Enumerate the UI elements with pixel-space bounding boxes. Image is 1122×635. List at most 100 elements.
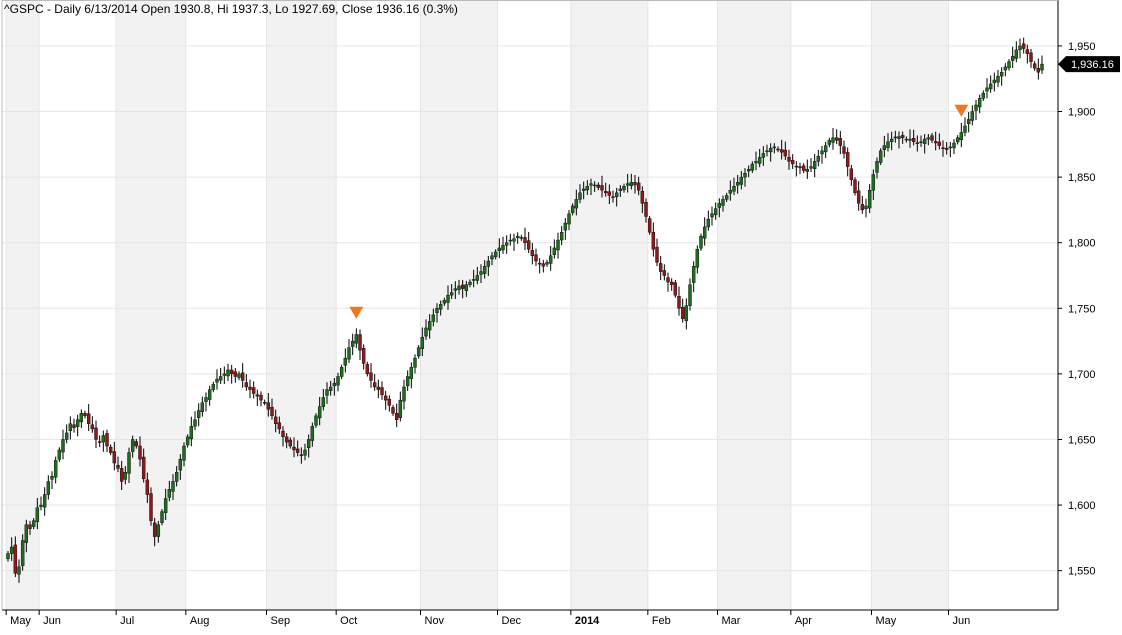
month-band [6, 0, 40, 610]
candle-body [207, 389, 212, 400]
candle-body [204, 397, 208, 402]
candle-body [152, 522, 157, 537]
last-price-tag [1058, 56, 1120, 73]
candle-body [977, 98, 982, 108]
candle-body [449, 292, 454, 296]
candle-body [1029, 52, 1033, 62]
candle-body [523, 237, 527, 243]
candle-body [149, 493, 153, 521]
candle-body [823, 145, 828, 153]
candle-body [193, 419, 197, 427]
candle-body [794, 165, 799, 168]
candle-body [383, 395, 388, 401]
x-tick-label: Dec [502, 615, 522, 627]
candle-body [688, 284, 692, 306]
candle-body [636, 182, 641, 191]
candle-body [284, 436, 289, 443]
chart-title: ^GSPC - Daily 6/13/2014 Open 1930.8, Hi … [4, 2, 458, 16]
candle-body [306, 439, 311, 449]
candle-body [882, 145, 887, 151]
candle-body [757, 157, 762, 164]
candle-body [574, 199, 579, 209]
candle-body [651, 231, 656, 250]
candle-body [570, 205, 575, 213]
candle-body [761, 153, 766, 158]
candle-body [625, 183, 630, 186]
candle-body [801, 165, 806, 171]
candle-body [919, 141, 923, 143]
candle-body [717, 203, 722, 208]
candle-body [878, 150, 883, 163]
y-tick-label: 1,600 [1068, 500, 1096, 512]
candle-body [354, 334, 359, 344]
candle-body [897, 136, 901, 139]
y-tick-label: 1,700 [1068, 369, 1096, 381]
candle-body [185, 436, 190, 446]
candle-body [772, 146, 777, 149]
candle-body [1010, 56, 1015, 61]
month-band [266, 0, 337, 610]
candle-body [20, 540, 25, 566]
candle-body [174, 472, 179, 482]
candle-body [182, 445, 186, 461]
candle-body [713, 208, 718, 216]
candle-body [680, 307, 685, 319]
candle-body [662, 270, 667, 276]
candle-body [959, 132, 964, 141]
candle-body [915, 142, 920, 144]
candle-body [35, 507, 40, 523]
candle-body [985, 87, 989, 92]
candle-body [831, 137, 835, 143]
candle-body [394, 413, 399, 420]
candle-body [310, 426, 315, 441]
candle-body [941, 147, 945, 149]
candle-body [376, 386, 381, 390]
candle-body [856, 190, 861, 204]
candle-body [130, 439, 135, 452]
candle-body [141, 456, 146, 480]
candle-body [629, 182, 634, 186]
candle-body [292, 446, 296, 451]
candle-body [867, 190, 872, 209]
candle-body [827, 140, 832, 145]
candle-body [358, 334, 362, 351]
candle-body [926, 137, 931, 140]
y-tick-label: 1,800 [1068, 238, 1096, 250]
candle-body [567, 213, 571, 225]
candle-body [460, 284, 465, 289]
candle-body [160, 511, 164, 523]
candle-body [673, 282, 678, 296]
candle-body [457, 285, 461, 290]
x-tick-label: Mar [722, 615, 741, 627]
candle-body [710, 213, 714, 218]
x-tick-label: Feb [652, 615, 671, 627]
candle-body [849, 168, 854, 180]
candle-body [537, 262, 542, 265]
candle-body [339, 367, 344, 377]
candle-body [497, 247, 502, 252]
candle-body [754, 161, 758, 164]
candle-body [42, 494, 47, 508]
x-tick-label: Sep [271, 615, 291, 627]
candle-body [317, 406, 322, 419]
candle-body [325, 389, 329, 396]
candle-body [493, 251, 498, 258]
x-tick-label: Apr [795, 615, 812, 627]
candle-body [178, 458, 183, 471]
candle-body [17, 566, 21, 575]
candle-body [288, 439, 293, 447]
candle-body [952, 142, 956, 149]
candle-body [138, 445, 142, 460]
candle-body [86, 413, 91, 424]
month-band [717, 0, 791, 610]
candle-body [405, 376, 410, 387]
candle-body [812, 161, 817, 169]
candle-body [970, 111, 975, 121]
x-tick-label: Oct [340, 615, 357, 627]
candle-body [134, 441, 139, 447]
candle-body [838, 138, 843, 146]
candle-body [739, 176, 744, 185]
candle-body [347, 347, 351, 360]
y-tick-label: 1,900 [1068, 107, 1096, 119]
